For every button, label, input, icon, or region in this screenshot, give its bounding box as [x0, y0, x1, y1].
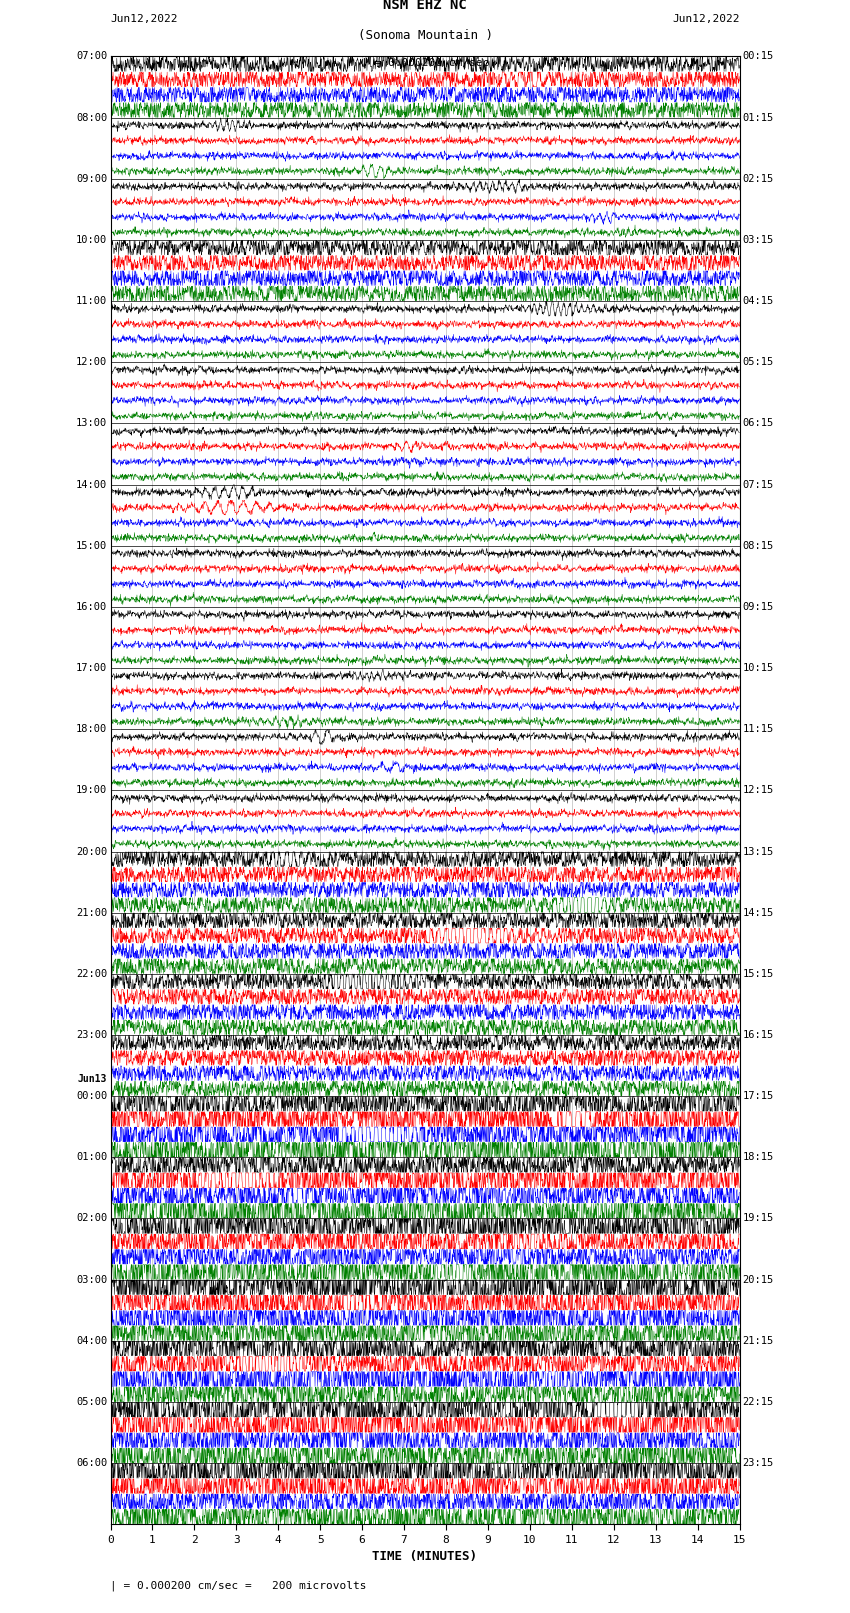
Text: 17:15: 17:15	[743, 1090, 774, 1102]
Text: 16:15: 16:15	[743, 1031, 774, 1040]
Text: 08:15: 08:15	[743, 540, 774, 550]
Text: 05:00: 05:00	[76, 1397, 107, 1407]
Text: 09:00: 09:00	[76, 174, 107, 184]
Text: 04:00: 04:00	[76, 1336, 107, 1345]
Text: Jun13: Jun13	[78, 1074, 107, 1084]
Text: 11:00: 11:00	[76, 297, 107, 306]
Text: 21:15: 21:15	[743, 1336, 774, 1345]
Text: | = 0.000200 cm/sec =   200 microvolts: | = 0.000200 cm/sec = 200 microvolts	[110, 1581, 367, 1590]
Text: 07:00: 07:00	[76, 52, 107, 61]
Text: 09:15: 09:15	[743, 602, 774, 611]
Text: 00:00: 00:00	[76, 1090, 107, 1102]
Text: 04:15: 04:15	[743, 297, 774, 306]
Text: 10:00: 10:00	[76, 235, 107, 245]
Text: 02:15: 02:15	[743, 174, 774, 184]
Text: 12:00: 12:00	[76, 356, 107, 368]
Text: | = 0.000200 cm/sec: | = 0.000200 cm/sec	[361, 58, 489, 68]
Text: 22:15: 22:15	[743, 1397, 774, 1407]
Text: 20:00: 20:00	[76, 847, 107, 857]
Text: 21:00: 21:00	[76, 908, 107, 918]
Text: 01:00: 01:00	[76, 1152, 107, 1163]
Text: 14:00: 14:00	[76, 479, 107, 490]
Text: 05:15: 05:15	[743, 356, 774, 368]
Text: 01:15: 01:15	[743, 113, 774, 123]
Text: 14:15: 14:15	[743, 908, 774, 918]
Text: 07:15: 07:15	[743, 479, 774, 490]
Text: 23:15: 23:15	[743, 1458, 774, 1468]
X-axis label: TIME (MINUTES): TIME (MINUTES)	[372, 1550, 478, 1563]
Text: 16:00: 16:00	[76, 602, 107, 611]
Text: 19:00: 19:00	[76, 786, 107, 795]
Text: 03:00: 03:00	[76, 1274, 107, 1284]
Text: Jun12,2022: Jun12,2022	[110, 15, 178, 24]
Text: Jun12,2022: Jun12,2022	[672, 15, 740, 24]
Text: 03:15: 03:15	[743, 235, 774, 245]
Text: 00:15: 00:15	[743, 52, 774, 61]
Text: 17:00: 17:00	[76, 663, 107, 673]
Text: 19:15: 19:15	[743, 1213, 774, 1224]
Text: 12:15: 12:15	[743, 786, 774, 795]
Text: 02:00: 02:00	[76, 1213, 107, 1224]
Text: 15:00: 15:00	[76, 540, 107, 550]
Text: NSM EHZ NC: NSM EHZ NC	[383, 0, 467, 13]
Text: 13:15: 13:15	[743, 847, 774, 857]
Text: 15:15: 15:15	[743, 969, 774, 979]
Text: 20:15: 20:15	[743, 1274, 774, 1284]
Text: 06:00: 06:00	[76, 1458, 107, 1468]
Text: 08:00: 08:00	[76, 113, 107, 123]
Text: (Sonoma Mountain ): (Sonoma Mountain )	[358, 29, 492, 42]
Text: 23:00: 23:00	[76, 1031, 107, 1040]
Text: 18:15: 18:15	[743, 1152, 774, 1163]
Text: 18:00: 18:00	[76, 724, 107, 734]
Text: 13:00: 13:00	[76, 418, 107, 429]
Text: 10:15: 10:15	[743, 663, 774, 673]
Text: 11:15: 11:15	[743, 724, 774, 734]
Text: 06:15: 06:15	[743, 418, 774, 429]
Text: 22:00: 22:00	[76, 969, 107, 979]
